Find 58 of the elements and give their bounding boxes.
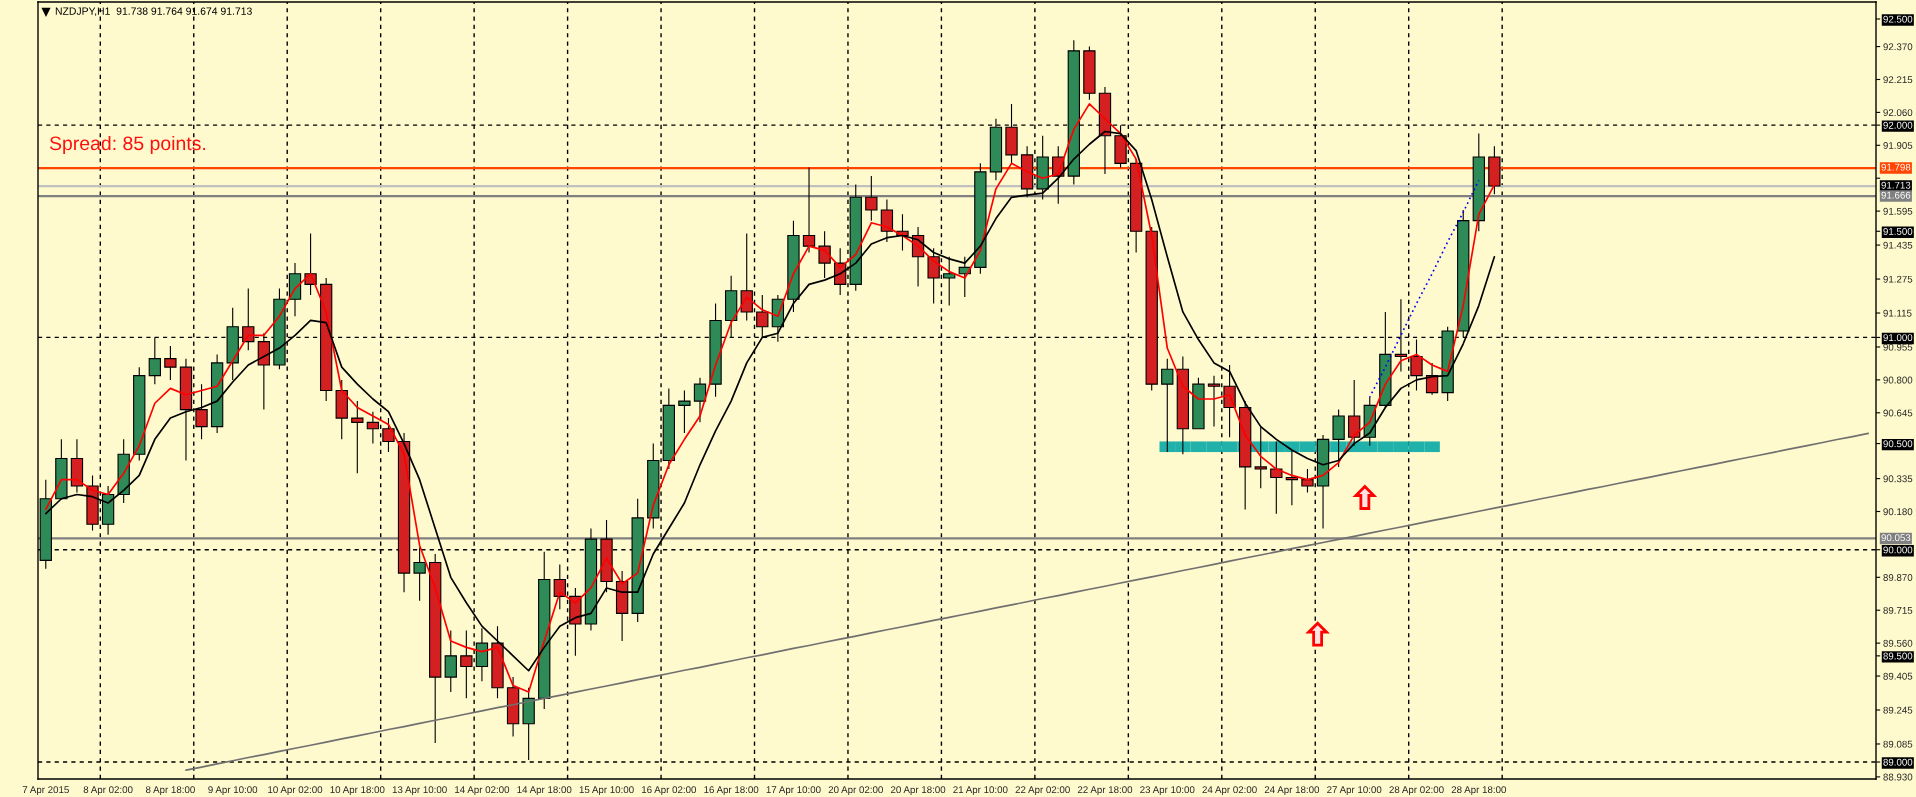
ref-line-label: 90.053 (1881, 534, 1911, 542)
y-tick-label: 90.335 (1883, 475, 1913, 483)
y-tick-label: 91.115 (1883, 309, 1912, 317)
y-tick-label: 90.500 (1883, 440, 1913, 448)
y-tick-label: 89.000 (1883, 758, 1913, 766)
y-tick-label: 89.870 (1883, 574, 1913, 581)
x-tick-label: 24 Apr 18:00 (1264, 786, 1320, 796)
x-tick-label: 17 Apr 10:00 (766, 786, 821, 796)
x-tick-label: 8 Apr 02:00 (83, 786, 133, 796)
ref-line-label: 91.798 (1881, 163, 1911, 171)
y-tick-label: 92.370 (1883, 43, 1913, 51)
x-tick-label: 14 Apr 18:00 (517, 786, 572, 796)
x-tick-label: 8 Apr 18:00 (145, 786, 195, 796)
y-tick-label: 92.215 (1883, 76, 1913, 84)
x-tick-label: 20 Apr 02:00 (828, 786, 883, 796)
x-tick-label: 20 Apr 18:00 (890, 786, 946, 796)
x-tick-label: 16 Apr 02:00 (642, 786, 697, 796)
y-tick-label: 90.180 (1883, 508, 1913, 516)
y-tick-label: 91.000 (1883, 334, 1913, 342)
x-tick-label: 10 Apr 18:00 (330, 786, 385, 796)
x-tick-label: 24 Apr 02:00 (1202, 786, 1257, 796)
y-tick-label: 91.905 (1883, 142, 1913, 149)
annotation: Spread: 85 points. (49, 135, 206, 155)
x-tick-label: 21 Apr 10:00 (953, 786, 1008, 796)
x-tick-label: 15 Apr 10:00 (579, 786, 634, 796)
y-tick-label: 91.500 (1883, 228, 1913, 235)
y-tick-label: 88.930 (1883, 773, 1913, 781)
x-tick-label: 27 Apr 10:00 (1327, 786, 1382, 796)
ref-line-label: 91.713 (1881, 181, 1911, 189)
y-tick-label: 90.800 (1883, 376, 1913, 384)
y-tick-label: 89.405 (1883, 672, 1913, 680)
y-tick-label: 89.085 (1883, 740, 1913, 748)
y-tick-label: 89.500 (1883, 652, 1913, 660)
x-tick-label: 10 Apr 02:00 (268, 786, 323, 796)
y-tick-label: 92.500 (1883, 15, 1913, 23)
x-tick-label: 14 Apr 02:00 (455, 786, 510, 796)
x-tick-label: 22 Apr 18:00 (1077, 786, 1133, 796)
x-tick-label: 13 Apr 10:00 (392, 786, 447, 796)
chart-title: NZDJPY,H1 91.738 91.764 91.674 91.713 (55, 7, 252, 17)
y-tick-label: 91.595 (1883, 207, 1913, 215)
x-tick-label: 28 Apr 02:00 (1389, 786, 1444, 796)
x-tick-label: 22 Apr 02:00 (1015, 786, 1070, 796)
y-tick-label: 89.245 (1883, 706, 1913, 714)
y-tick-label: 89.560 (1883, 639, 1913, 647)
y-tick-label: 92.060 (1883, 109, 1913, 117)
x-tick-label: 28 Apr 18:00 (1451, 786, 1506, 796)
y-tick-label: 89.715 (1883, 606, 1913, 614)
y-tick-label: 90.000 (1883, 546, 1913, 554)
x-tick-label: 7 Apr 2015 (22, 786, 69, 796)
x-tick-label: 9 Apr 10:00 (208, 786, 258, 796)
x-tick-label: 23 Apr 10:00 (1140, 786, 1195, 796)
ref-line-label: 91.666 (1881, 191, 1911, 199)
y-tick-label: 91.275 (1883, 275, 1913, 283)
y-tick-label: 92.000 (1883, 121, 1913, 129)
y-tick-label: 90.955 (1883, 343, 1913, 351)
x-tick-label: 16 Apr 18:00 (704, 786, 759, 796)
y-tick-label: 91.435 (1883, 241, 1913, 249)
y-tick-label: 90.645 (1883, 409, 1913, 417)
